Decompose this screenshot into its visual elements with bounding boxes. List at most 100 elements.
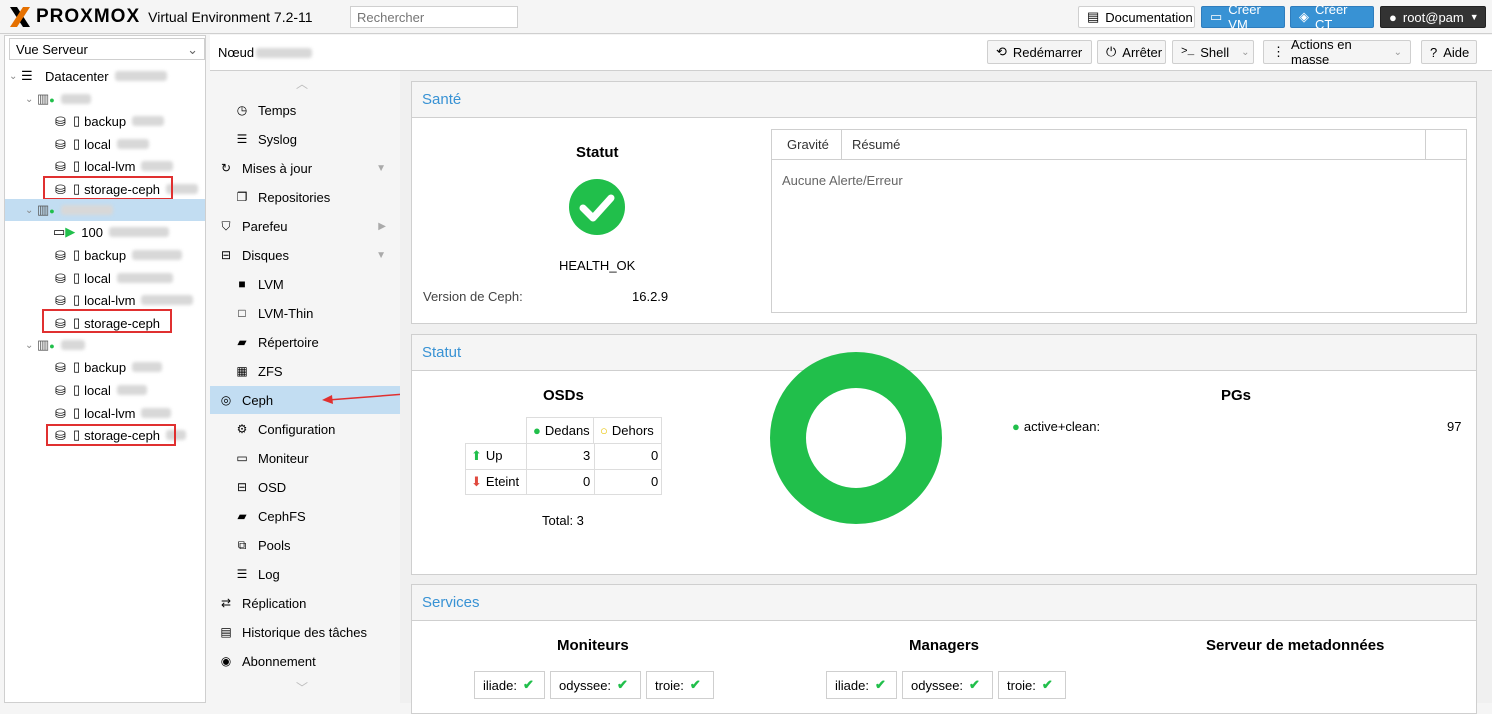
tree-storage-ceph[interactable]: ⛁ ▯ storage-ceph xyxy=(55,424,255,446)
nav-lvm[interactable]: ■ LVM xyxy=(210,270,400,298)
health-panel: Santé Statut HEALTH_OK Version de Ceph: … xyxy=(411,81,1477,324)
col-severity[interactable]: Gravité xyxy=(772,130,842,159)
status-heading: Statut xyxy=(576,144,619,161)
state-dot-icon: ● xyxy=(1012,419,1020,434)
caret-down-icon: ▼ xyxy=(376,249,386,261)
shell-button[interactable]: >_ Shell ⌄ xyxy=(1172,40,1254,64)
search-input[interactable] xyxy=(350,6,518,28)
database-icon: ⛁ xyxy=(55,360,66,375)
tree-storage-local[interactable]: ⛁ ▯ local xyxy=(55,379,255,401)
check-icon: ✔ xyxy=(1041,677,1053,692)
question-icon: ? xyxy=(1430,44,1438,60)
tree-storage-backup[interactable]: ⛁ ▯ backup xyxy=(55,110,255,132)
scroll-down-icon[interactable]: ﹀ xyxy=(296,681,309,695)
check-icon: ✔ xyxy=(522,677,534,692)
nav-syslog[interactable]: ☰ Syslog xyxy=(210,125,400,153)
nav-cephfs[interactable]: ▰ CephFS xyxy=(210,502,400,530)
monitor-service[interactable]: iliade: ✔ xyxy=(474,671,545,699)
square-outline-icon: □ xyxy=(238,306,246,320)
storage-icon: ▯ xyxy=(73,315,81,330)
resource-tree: Vue Serveur ⌄ ⌄ ☰ Datacenter ⌄ ▥● ⛁ ▯ backu… xyxy=(4,35,206,703)
create-ct-button[interactable]: ◈ Créer CT xyxy=(1290,2,1374,32)
tree-node-3[interactable]: ⌄ ▥● xyxy=(25,334,225,356)
refresh-icon: ↻ xyxy=(220,161,232,175)
nav-monitor[interactable]: ▭ Moniteur xyxy=(210,444,400,472)
manager-service[interactable]: troie: ✔ xyxy=(998,671,1066,699)
tree-storage-ceph[interactable]: ⛁ ▯ storage-ceph xyxy=(55,178,255,200)
manager-service[interactable]: iliade: ✔ xyxy=(826,671,897,699)
storage-icon: ▯ xyxy=(73,158,81,173)
proxmox-x-icon xyxy=(10,7,30,27)
ceph-dashboard: Santé Statut HEALTH_OK Version de Ceph: … xyxy=(400,71,1492,714)
node-header: Nœud ⟲ Redémarrer ⏻ Arrêter >_ Shell ⌄ ⋮ Acti… xyxy=(210,35,1492,71)
nav-updates[interactable]: ↻ Mises à jour ▼ xyxy=(210,154,400,182)
nav-configuration[interactable]: ⚙ Configuration xyxy=(210,415,400,443)
terminal-icon: >_ xyxy=(1181,46,1195,58)
shutdown-button[interactable]: ⏻ Arrêter xyxy=(1097,40,1166,64)
storage-icon: ▯ xyxy=(73,382,81,397)
tree-storage-local-lvm[interactable]: ⛁ ▯ local-lvm xyxy=(55,402,255,424)
tree-storage-local[interactable]: ⛁ ▯ local xyxy=(55,133,255,155)
nav-directory[interactable]: ▰ Répertoire xyxy=(210,328,400,356)
nav-replication[interactable]: ⇄ Réplication xyxy=(210,589,400,617)
user-icon: ● xyxy=(1389,9,1397,25)
documentation-button[interactable]: ▤ Documentation xyxy=(1078,6,1195,28)
tree-vm-100[interactable]: ▭▶ 100 xyxy=(53,221,253,243)
check-icon: ✔ xyxy=(969,677,980,692)
list-icon: ☰ xyxy=(236,567,248,581)
view-selector[interactable]: Vue Serveur ⌄ xyxy=(9,38,205,60)
storage-icon: ▯ xyxy=(73,181,81,196)
panel-title: Statut xyxy=(412,335,1476,371)
tree-datacenter[interactable]: ⌄ ☰ Datacenter xyxy=(9,65,209,87)
bulk-actions-button[interactable]: ⋮ Actions en masse ⌄ xyxy=(1263,37,1411,67)
tree-storage-local-lvm[interactable]: ⛁ ▯ local-lvm xyxy=(55,289,255,311)
power-icon: ⏻ xyxy=(1106,44,1117,59)
managers-heading: Managers xyxy=(909,637,980,654)
storage-icon: ▯ xyxy=(73,405,81,420)
tree-node-1[interactable]: ⌄ ▥● xyxy=(25,88,225,110)
sitemap-icon: ⧉ xyxy=(237,537,247,552)
proxmox-logo: PROXMOX Virtual Environment 7.2-11 xyxy=(8,5,313,29)
storage-icon: ▯ xyxy=(73,136,81,151)
database-icon: ⛁ xyxy=(55,182,66,197)
nav-lvm-thin[interactable]: □ LVM-Thin xyxy=(210,299,400,327)
storage-icon: ▯ xyxy=(73,247,81,262)
files-icon: ❐ xyxy=(236,190,248,204)
gear-icon: ⚙ xyxy=(236,422,248,436)
brand-name: PROXMOX xyxy=(36,6,141,27)
annotation-box xyxy=(46,424,176,446)
support-icon: ◉ xyxy=(220,654,232,668)
osd-up-out: 0 xyxy=(651,448,659,463)
tree-storage-local[interactable]: ⛁ ▯ local xyxy=(55,267,255,289)
monitors-heading: Moniteurs xyxy=(557,637,629,654)
tree-storage-backup[interactable]: ⛁ ▯ backup xyxy=(55,244,255,266)
tree-storage-local-lvm[interactable]: ⛁ ▯ local-lvm xyxy=(55,155,255,177)
scroll-up-icon[interactable]: ︿ xyxy=(296,77,309,91)
col-summary[interactable]: Résumé xyxy=(842,130,1426,159)
tree-storage-ceph[interactable]: ⛁ ▯ storage-ceph xyxy=(55,315,161,331)
create-vm-button[interactable]: ▭ Créer VM xyxy=(1201,2,1285,32)
nav-time[interactable]: ◷ Temps xyxy=(210,96,400,124)
nav-ceph[interactable]: ◎ Ceph xyxy=(210,386,400,414)
nav-osd[interactable]: ⊟ OSD xyxy=(210,473,400,501)
nav-log[interactable]: ☰ Log xyxy=(210,560,400,588)
nav-disks[interactable]: ⊟ Disques ▼ xyxy=(210,241,400,269)
tree-storage-backup[interactable]: ⛁ ▯ backup xyxy=(55,356,255,378)
in-dot-icon: ● xyxy=(533,423,541,438)
nav-subscription[interactable]: ◉ Abonnement xyxy=(210,647,400,675)
monitor-service[interactable]: odyssee: ✔ xyxy=(550,671,641,699)
nav-zfs[interactable]: ▦ ZFS xyxy=(210,357,400,385)
tree-node-2[interactable]: ⌄ ▥● xyxy=(5,199,205,221)
nav-repositories[interactable]: ❐ Repositories xyxy=(210,183,400,211)
user-menu-button[interactable]: ● root@pam ▼ xyxy=(1380,6,1486,28)
out-circle-icon: ○ xyxy=(600,423,608,438)
help-button[interactable]: ? Aide xyxy=(1421,40,1477,64)
nav-task-history[interactable]: ▤ Historique des tâches xyxy=(210,618,400,646)
nav-firewall[interactable]: ⛉ Parefeu ▶ xyxy=(210,212,400,240)
retweet-icon: ⇄ xyxy=(220,596,232,610)
services-panel: Services Moniteurs Managers Serveur de m… xyxy=(411,584,1477,714)
monitor-service[interactable]: troie: ✔ xyxy=(646,671,714,699)
manager-service[interactable]: odyssee: ✔ xyxy=(902,671,993,699)
nav-pools[interactable]: ⧉ Pools xyxy=(210,531,400,559)
reboot-button[interactable]: ⟲ Redémarrer xyxy=(987,40,1092,64)
